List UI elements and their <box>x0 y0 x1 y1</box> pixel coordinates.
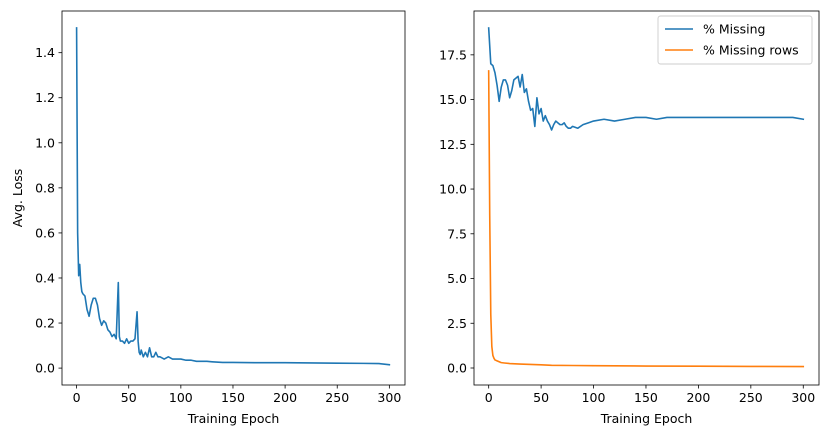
legend-label-missing: % Missing <box>703 22 765 37</box>
right-x-axis-label: Training Epoch <box>600 411 693 426</box>
left-plot-lines <box>75 27 391 366</box>
right-x-tick-label: 300 <box>791 390 815 405</box>
right-axes-frame <box>473 10 820 386</box>
right-x-tick-label: 0 <box>485 390 493 405</box>
left-y-tick-label: 0.4 <box>35 270 55 285</box>
right-y-tick-label: 10.0 <box>439 182 467 197</box>
right-y-tick-label: 7.5 <box>447 226 467 241</box>
left-y-tick-label: 0.0 <box>35 361 55 376</box>
left-x-tick-label: 100 <box>169 390 193 405</box>
legend-box <box>657 15 813 65</box>
left-y-axis-label: Avg. Loss <box>10 169 25 228</box>
right-y-tick-label: 5.0 <box>447 271 467 286</box>
left-axes-frame <box>61 10 406 386</box>
right-x-tick-label: 250 <box>739 390 763 405</box>
right-series-missing-line <box>487 27 805 131</box>
left-x-tick-label: 200 <box>273 390 297 405</box>
left-y-tick-label: 1.4 <box>35 45 55 60</box>
legend: % Missing % Missing rows <box>657 15 813 65</box>
left-x-axis-label: Training Epoch <box>187 411 280 426</box>
left-y-tick-label: 1.2 <box>35 90 55 105</box>
left-x-tick-label: 300 <box>377 390 401 405</box>
left-x-tick-label: 250 <box>325 390 349 405</box>
left-x-tick-label: 0 <box>73 390 81 405</box>
right-y-tick-label: 17.5 <box>439 47 467 62</box>
left-axis-ticks: 0 50 100 150 200 250 300 0.0 0.2 0.4 0.6 0.8 1.0 1.2 1… <box>35 45 401 405</box>
right-y-tick-label: 15.0 <box>439 92 467 107</box>
right-chart-panel: 0 50 100 150 200 250 300 0.0 2.5 5.0 7.5 10.0 12.5 15… <box>439 10 820 426</box>
right-axis-ticks: 0 50 100 150 200 250 300 0.0 2.5 5.0 7.5 10.0 12.5 15… <box>439 47 815 405</box>
left-x-tick-label: 50 <box>121 390 137 405</box>
left-y-tick-label: 0.2 <box>35 316 55 331</box>
right-series-missing-rows-line <box>487 70 805 368</box>
left-series-loss-line <box>75 27 391 366</box>
right-y-tick-label: 12.5 <box>439 137 467 152</box>
right-x-tick-label: 100 <box>582 390 606 405</box>
left-y-tick-label: 1.0 <box>35 135 55 150</box>
legend-label-missing-rows: % Missing rows <box>703 43 799 58</box>
right-y-tick-label: 0.0 <box>447 361 467 376</box>
right-x-tick-label: 150 <box>634 390 658 405</box>
left-chart-panel: 0 50 100 150 200 250 300 0.0 0.2 0.4 0.6 0.8 1.0 1.2 1… <box>10 10 406 426</box>
left-x-tick-label: 150 <box>221 390 245 405</box>
right-x-tick-label: 200 <box>686 390 710 405</box>
left-y-tick-label: 0.8 <box>35 180 55 195</box>
right-plot-lines <box>487 27 805 368</box>
left-y-tick-label: 0.6 <box>35 225 55 240</box>
right-x-tick-label: 50 <box>533 390 549 405</box>
right-y-tick-label: 2.5 <box>447 316 467 331</box>
